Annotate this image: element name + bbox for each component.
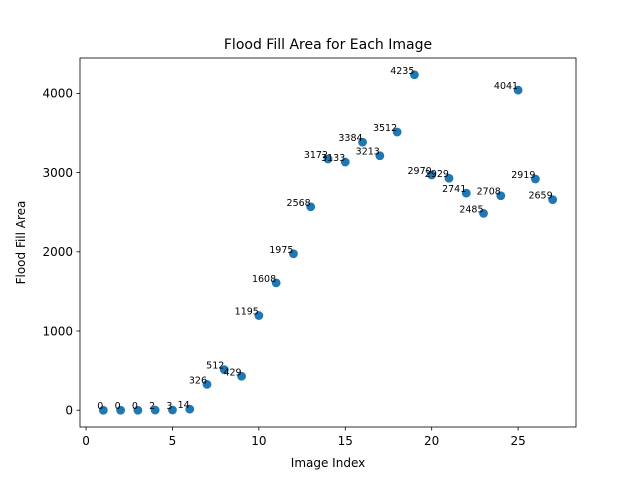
data-label: 14 xyxy=(178,400,190,411)
chart-title: Flood Fill Area for Each Image xyxy=(224,37,432,53)
data-label: 0 xyxy=(132,401,138,412)
data-label: 0 xyxy=(115,401,121,412)
data-label: 2741 xyxy=(442,184,466,195)
data-point xyxy=(548,195,558,205)
x-tick-label: 5 xyxy=(169,434,177,448)
x-tick-label: 15 xyxy=(338,434,353,448)
data-label: 326 xyxy=(189,375,207,386)
data-point xyxy=(323,154,333,164)
data-label: 2929 xyxy=(425,169,449,180)
data-point xyxy=(237,371,246,381)
data-label: 1975 xyxy=(269,245,293,256)
data-point xyxy=(289,249,298,259)
x-tick-label: 20 xyxy=(424,434,439,448)
data-label: 2919 xyxy=(511,170,535,181)
data-label: 3 xyxy=(166,401,172,412)
data-label: 4235 xyxy=(390,66,414,77)
data-label: 2659 xyxy=(528,191,552,202)
data-point xyxy=(133,405,143,415)
data-point xyxy=(168,405,177,415)
data-point xyxy=(496,191,506,201)
data-point xyxy=(306,202,316,212)
y-tick-label: 1000 xyxy=(42,324,73,338)
data-point xyxy=(254,311,264,320)
data-label: 3133 xyxy=(321,153,345,164)
data-label: 512 xyxy=(206,361,224,372)
data-point xyxy=(461,188,471,198)
data-point xyxy=(202,380,212,389)
data-label: 3213 xyxy=(356,147,380,158)
data-label: 429 xyxy=(223,367,241,378)
plot-frame xyxy=(79,57,577,428)
data-point xyxy=(427,170,437,180)
data-labels: 0 0 0 2 3 14326512429119516081975256831723133… xyxy=(97,66,552,412)
data-label: 2 xyxy=(149,401,155,412)
data-point xyxy=(444,173,454,183)
data-point xyxy=(530,174,540,184)
data-point xyxy=(375,151,385,161)
y-axis-label: Flood Fill Area xyxy=(14,201,28,285)
data-label: 2708 xyxy=(477,187,501,198)
data-label: 4041 xyxy=(494,81,518,92)
data-label: 3384 xyxy=(338,133,362,144)
data-label: 2568 xyxy=(287,198,311,209)
data-point xyxy=(271,278,281,288)
data-point xyxy=(185,404,195,414)
data-point xyxy=(479,208,488,218)
data-label: 2970 xyxy=(408,166,432,177)
y-axis-ticks: 0 1000 2000 3000 4000 xyxy=(42,87,80,418)
data-point xyxy=(340,157,350,167)
data-label: 3512 xyxy=(373,123,397,134)
data-point xyxy=(513,85,523,95)
y-tick-label: 4000 xyxy=(42,87,73,101)
y-tick-label: 0 xyxy=(65,404,73,418)
data-point xyxy=(392,127,402,137)
x-tick-label: 10 xyxy=(251,434,266,448)
x-tick-label: 0 xyxy=(82,434,90,448)
y-tick-label: 2000 xyxy=(42,245,73,259)
x-tick-label: 25 xyxy=(510,434,525,448)
data-points xyxy=(98,70,558,415)
data-label: 2485 xyxy=(459,204,483,215)
data-label: 1195 xyxy=(235,307,259,318)
x-axis-label: Image Index xyxy=(291,456,365,470)
data-point xyxy=(150,405,160,415)
data-label: 3172 xyxy=(304,150,328,161)
data-label: 0 xyxy=(97,401,103,412)
data-point xyxy=(219,365,229,375)
data-point xyxy=(116,405,126,415)
x-axis-ticks: 0 5 10 15 20 25 xyxy=(82,427,526,448)
data-label: 1608 xyxy=(252,274,276,285)
data-point xyxy=(98,405,108,415)
data-point xyxy=(358,137,367,147)
data-point xyxy=(410,70,419,80)
y-tick-label: 3000 xyxy=(42,166,73,180)
